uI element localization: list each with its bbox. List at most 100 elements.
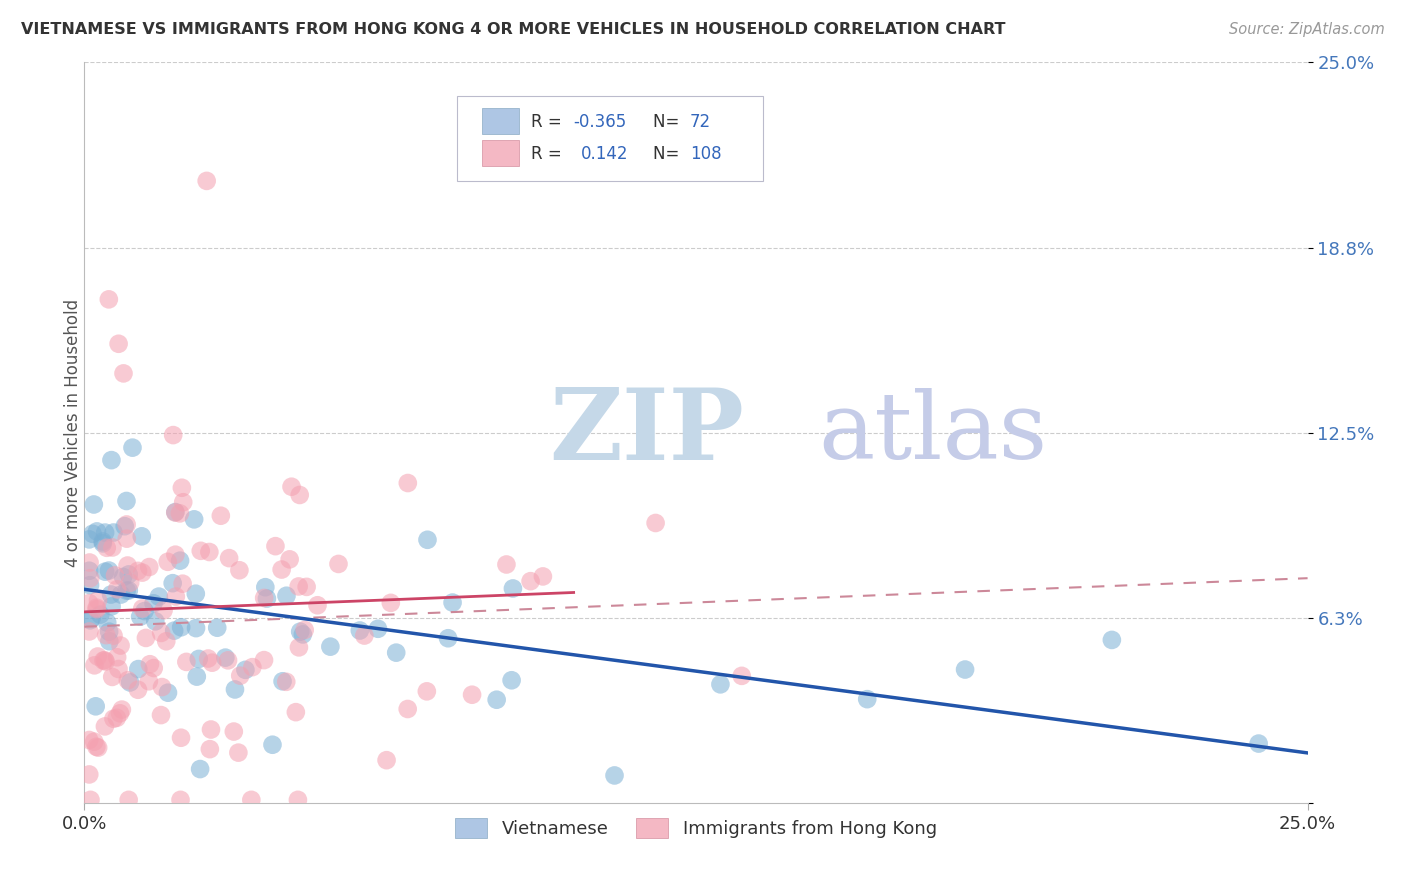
Point [502,582,524,596]
Point [183,512,205,526]
Point [271,674,294,689]
Point [111,703,134,717]
Point [115,583,138,598]
Point [79,578,101,592]
Point [198,545,221,559]
Point [138,674,160,689]
Point [115,517,138,532]
Text: 72: 72 [690,112,711,130]
Point [319,640,342,654]
Point [262,738,284,752]
Point [93,653,115,667]
Point [264,539,287,553]
Point [170,731,193,745]
Point [187,652,209,666]
Point [118,793,141,807]
Point [96,541,118,555]
Point [98,634,121,648]
Point [207,621,229,635]
Point [86,600,108,615]
Point [253,591,276,605]
Point [375,753,398,767]
Text: 0.142: 0.142 [581,145,628,162]
Point [188,762,211,776]
Point [98,624,121,639]
Point [110,588,132,602]
Point [288,488,311,502]
Point [91,536,114,550]
Point [127,682,149,697]
Point [228,746,250,760]
Point [83,734,105,748]
Point [150,626,173,640]
Point [79,556,101,570]
Point [485,692,508,706]
Point [131,601,153,615]
Point [118,675,141,690]
Point [77,596,100,610]
Point [118,567,141,582]
Point [217,653,239,667]
Text: -0.365: -0.365 [574,112,627,130]
Point [112,367,135,381]
Point [96,615,118,630]
Point [104,568,127,582]
Point [77,533,100,547]
Point [110,639,132,653]
Point [150,680,173,694]
Point [94,525,117,540]
Point [396,702,419,716]
Point [385,646,408,660]
Point [294,623,316,637]
Point [143,615,166,629]
Point [291,627,314,641]
Point [218,551,240,566]
Point [87,593,110,607]
Point [603,768,626,782]
Point [118,583,141,598]
Bar [482,140,519,166]
Point [112,570,135,584]
Point [103,712,125,726]
Point [117,558,139,573]
Point [156,686,179,700]
Point [254,580,277,594]
Point [77,733,100,747]
Point [83,658,105,673]
Point [307,599,329,613]
Text: ZIP: ZIP [550,384,744,481]
Point [501,673,523,688]
Bar [482,108,519,135]
Y-axis label: 4 or more Vehicles in Household: 4 or more Vehicles in Household [65,299,82,566]
Point [108,706,131,721]
Point [79,793,101,807]
Point [117,673,139,688]
Text: N=: N= [654,112,685,130]
Point [214,650,236,665]
Point [644,516,666,530]
Text: N=: N= [654,145,685,162]
FancyBboxPatch shape [457,95,763,181]
Point [165,506,187,520]
Point [97,564,120,578]
Point [353,629,375,643]
Point [156,555,179,569]
Point [82,526,104,541]
Point [201,656,224,670]
Point [229,668,252,682]
Text: R =: R = [531,112,567,130]
Point [84,699,107,714]
Point [416,684,439,698]
Point [437,632,460,646]
Point [519,574,541,589]
Point [79,571,101,585]
Point [127,662,149,676]
Point [77,564,100,578]
Point [163,624,186,638]
Point [278,552,301,566]
Point [380,596,402,610]
Point [162,428,184,442]
Point [101,541,124,555]
Point [131,529,153,543]
Point [107,336,129,351]
